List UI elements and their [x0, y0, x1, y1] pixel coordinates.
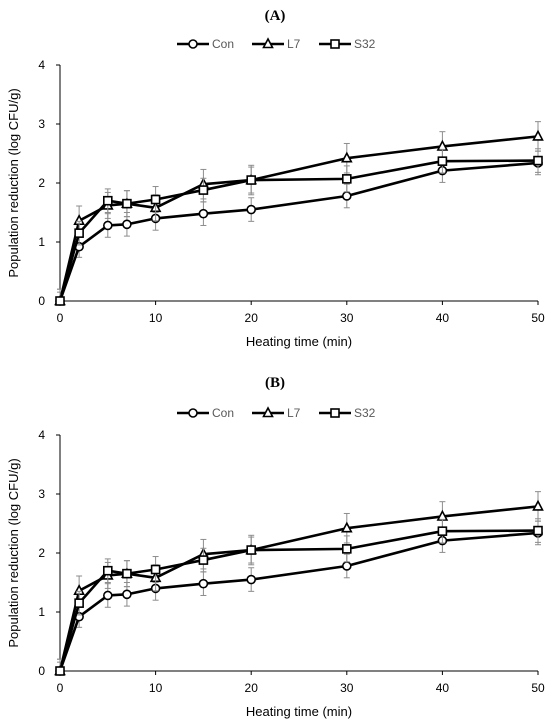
panel-label: (B)	[265, 375, 285, 391]
data-point	[341, 174, 352, 184]
legend-marker	[262, 406, 274, 418]
legend-marker	[188, 39, 198, 49]
x-axis-title: Heating time (min)	[246, 704, 352, 719]
y-tick-label: 0	[38, 294, 45, 308]
data-point	[198, 208, 209, 219]
series-line	[58, 159, 539, 302]
data-point	[122, 219, 132, 230]
legend: Con L7 S32	[177, 406, 376, 420]
data-point	[437, 156, 448, 166]
series-Con	[55, 520, 543, 676]
data-point	[103, 565, 113, 576]
legend-marker	[188, 408, 198, 418]
legend-item-Con: Con	[177, 37, 234, 51]
y-tick-label: 1	[38, 235, 45, 249]
x-tick-label: 30	[340, 681, 354, 695]
data-point	[246, 204, 256, 215]
legend-marker	[262, 37, 274, 49]
data-point	[437, 526, 448, 536]
x-tick-label: 50	[531, 681, 545, 695]
data-point	[246, 175, 256, 185]
y-tick-label: 0	[38, 664, 45, 678]
legend-item-L7: L7	[252, 37, 301, 51]
y-axis-title: Population reduction (log CFU/g)	[6, 458, 21, 647]
legend-label: Con	[212, 406, 234, 420]
series-line	[58, 161, 539, 302]
data-point	[341, 561, 352, 571]
legend-marker	[330, 408, 340, 418]
x-tick-label: 50	[531, 311, 545, 325]
legend-item-Con: Con	[177, 406, 234, 420]
y-tick-label: 3	[38, 487, 45, 501]
legend-item-S32: S32	[319, 37, 376, 51]
legend-label: L7	[287, 406, 301, 420]
data-point	[150, 194, 161, 205]
series-S32	[55, 148, 543, 306]
legend-item-L7: L7	[252, 406, 301, 420]
legend-marker	[330, 39, 340, 49]
data-point	[103, 195, 113, 206]
y-tick-label: 4	[38, 428, 45, 442]
legend: Con L7 S32	[177, 37, 376, 51]
legend-label: S32	[354, 406, 376, 420]
data-point	[198, 185, 209, 195]
data-point	[74, 228, 84, 238]
x-tick-label: 30	[340, 311, 354, 325]
x-tick-label: 10	[149, 311, 163, 325]
y-tick-label: 4	[38, 58, 45, 72]
data-point	[103, 220, 113, 231]
legend-item-S32: S32	[319, 406, 376, 420]
data-point	[341, 544, 352, 554]
data-point	[55, 296, 65, 306]
data-point	[340, 521, 353, 533]
series-line	[58, 529, 539, 672]
y-tick-label: 3	[38, 117, 45, 131]
series-S32	[55, 518, 543, 676]
data-point	[74, 598, 84, 608]
data-point	[103, 590, 113, 601]
x-tick-label: 0	[57, 311, 64, 325]
data-point	[532, 129, 544, 141]
x-tick-label: 40	[436, 681, 450, 695]
x-tick-label: 0	[57, 681, 64, 695]
data-point	[246, 574, 256, 585]
x-tick-label: 20	[245, 311, 259, 325]
data-point	[341, 191, 352, 201]
data-point	[150, 564, 161, 575]
data-point	[198, 578, 209, 589]
data-point	[122, 198, 132, 209]
x-tick-label: 10	[149, 681, 163, 695]
x-tick-label: 40	[436, 311, 450, 325]
panel-label: (A)	[265, 8, 286, 24]
x-tick-label: 20	[245, 681, 259, 695]
series-line	[58, 531, 539, 672]
data-point	[122, 589, 132, 600]
y-tick-label: 2	[38, 176, 45, 190]
data-point	[533, 525, 543, 536]
legend-label: S32	[354, 37, 376, 51]
data-point	[122, 568, 132, 579]
data-point	[246, 545, 256, 555]
y-tick-label: 1	[38, 605, 45, 619]
data-point	[55, 666, 65, 676]
y-tick-label: 2	[38, 546, 45, 560]
data-point	[436, 139, 449, 151]
series-L7	[54, 121, 544, 306]
data-point	[340, 151, 353, 163]
series-L7	[54, 491, 544, 676]
data-point	[198, 555, 209, 565]
data-point	[436, 509, 449, 521]
data-point	[533, 155, 543, 166]
data-point	[532, 499, 544, 511]
legend-label: L7	[287, 37, 301, 51]
series-Con	[55, 150, 543, 306]
y-axis-title: Population reduction (log CFU/g)	[6, 88, 21, 277]
legend-label: Con	[212, 37, 234, 51]
x-axis-title: Heating time (min)	[246, 334, 352, 349]
